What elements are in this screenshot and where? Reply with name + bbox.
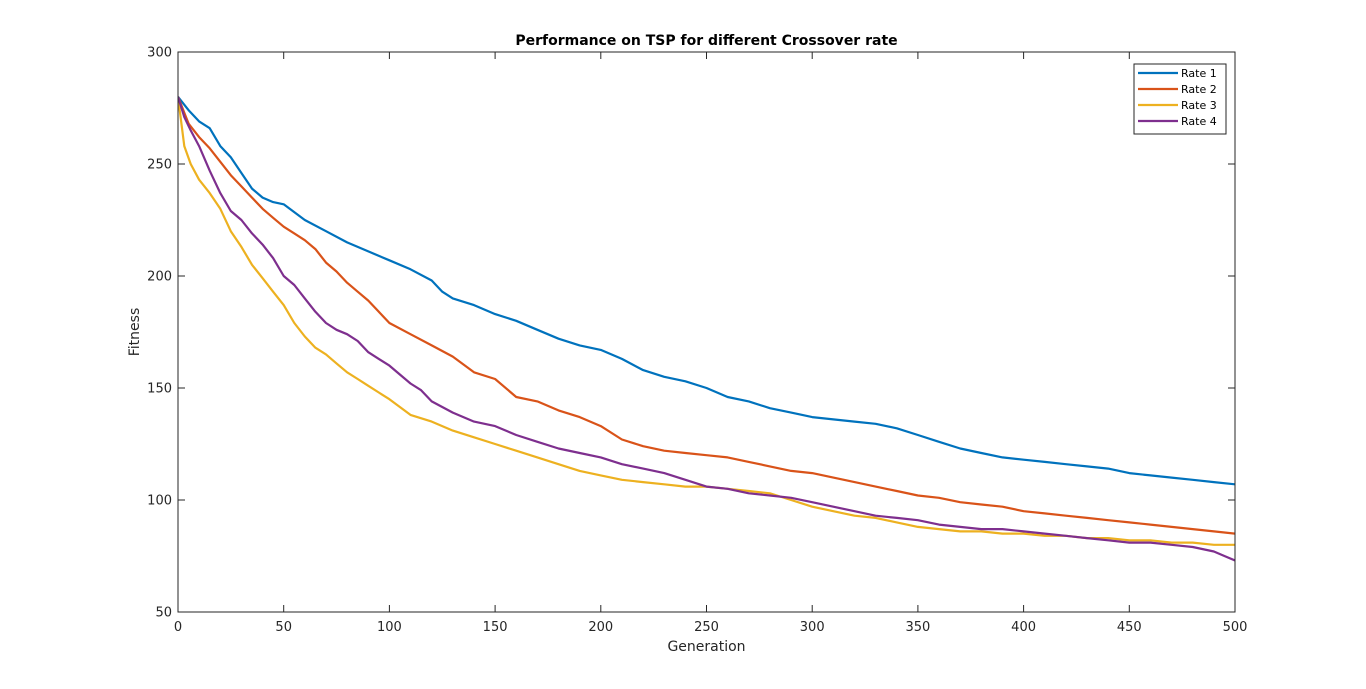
chart-title: Performance on TSP for different Crossov… [515,33,897,49]
x-tick-label: 300 [800,620,825,635]
legend-label: Rate 4 [1181,115,1217,128]
x-tick-label: 400 [1011,620,1036,635]
x-tick-label: 350 [905,620,930,635]
axes-box [177,51,1236,613]
y-tick-label: 300 [147,46,172,61]
x-axis-title: Generation [667,639,745,655]
y-tick-label: 250 [147,158,172,173]
series-line-rate-2 [178,96,1235,535]
x-tick-label: 250 [694,620,719,635]
x-tick-label: 150 [483,620,508,635]
legend: Rate 1 Rate 2 Rate 3 Rate 4 [1133,63,1227,135]
legend-box [1133,63,1227,135]
y-tick-label: 100 [147,494,172,509]
legend-label: Rate 2 [1181,83,1217,96]
series-line-rate-4 [178,96,1235,562]
y-tick-label: 200 [147,270,172,285]
legend-label: Rate 1 [1181,67,1217,80]
x-tick-label: 500 [1223,620,1248,635]
x-tick-label: 50 [275,620,292,635]
x-tick-label: 0 [174,620,182,635]
x-tick-label: 450 [1117,620,1142,635]
y-tick-label: 150 [147,382,172,397]
series-line-rate-3 [178,96,1235,546]
series-line-rate-1 [178,96,1235,486]
x-tick-label: 200 [588,620,613,635]
legend-label: Rate 3 [1181,99,1217,112]
x-tick-label: 100 [377,620,402,635]
y-axis-title: Fitness [127,308,143,357]
plot-area [178,96,1235,562]
y-tick-label: 50 [155,606,172,621]
